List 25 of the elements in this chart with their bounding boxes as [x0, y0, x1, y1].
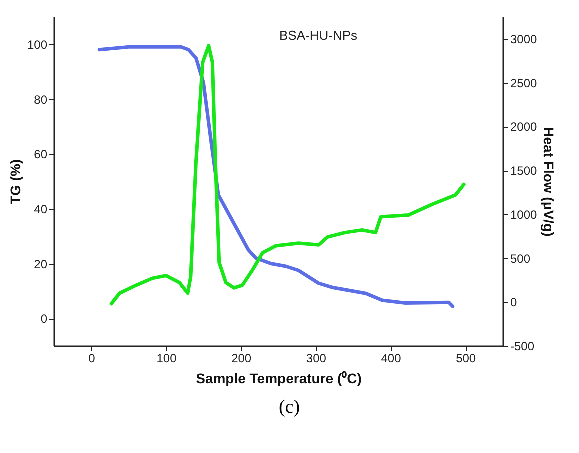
y-tick-label: 0 [40, 312, 48, 326]
y-tick-label: 20 [34, 257, 48, 272]
y2-tick-label: 2500 [510, 76, 538, 90]
x-tick-label: 300 [306, 352, 327, 366]
y2-tick-label: 1000 [510, 208, 538, 222]
y2-tick-label: 1500 [510, 164, 538, 178]
y-tick-label: 100 [27, 38, 48, 52]
y-axis-title: TG (%) [7, 159, 24, 205]
y2-tick-label: 2000 [510, 120, 538, 134]
x-tick-label: 200 [232, 352, 252, 366]
y-tick-label: 40 [34, 202, 48, 216]
y2-axis-title: Heat Flow (μV/g) [541, 127, 558, 237]
x-tick-label: 500 [456, 352, 476, 366]
y2-tick-label: 0 [510, 296, 518, 310]
x-tick-label: 100 [156, 352, 178, 366]
y-tick-label: 60 [34, 148, 48, 162]
x-axis-title: Sample Temperature (⁰C) [196, 370, 362, 386]
x-tick-label: 400 [381, 352, 402, 366]
y-tick-label: 80 [34, 92, 48, 107]
text: (c) [278, 397, 302, 419]
y2-tick-label: -500 [510, 340, 535, 354]
y2-tick-label: 500 [510, 252, 531, 266]
y2-tick-label: 3000 [510, 32, 538, 46]
x-tick-label: 0 [88, 352, 96, 366]
text: BSA-HU-NPs [279, 28, 358, 43]
